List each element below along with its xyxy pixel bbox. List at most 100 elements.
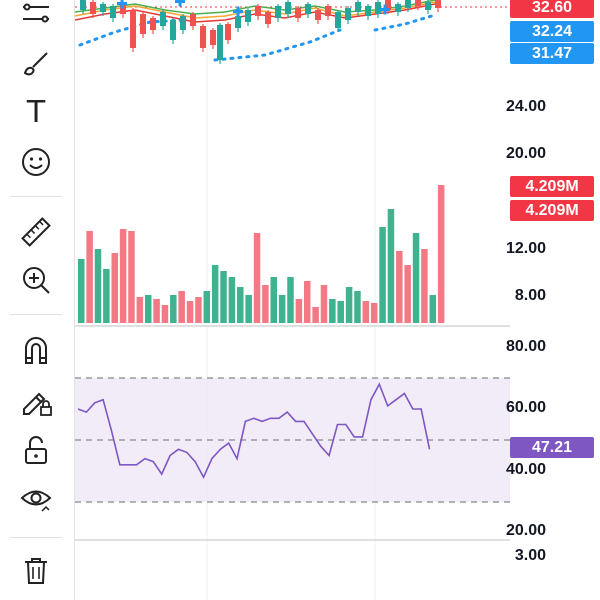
candle-body <box>217 25 223 60</box>
zoom-tool[interactable] <box>12 260 60 300</box>
candle-body <box>120 4 126 14</box>
candle-body <box>415 0 421 6</box>
last-price-badge: 32.60 <box>510 0 594 18</box>
candle-body <box>345 8 351 20</box>
rsi-tick: 20.00 <box>505 522 546 539</box>
brush-icon <box>23 52 48 76</box>
crosshair-marker <box>236 6 240 17</box>
trend-lines-tool[interactable] <box>12 0 60 34</box>
volume-bar <box>195 297 202 323</box>
volume-bar <box>370 303 378 323</box>
volume-bar <box>111 253 118 323</box>
price-tick: 12.00 <box>505 240 546 257</box>
candle-body <box>160 12 166 26</box>
candle-body <box>235 16 241 28</box>
measure-tool[interactable] <box>12 212 60 252</box>
lock-drawings-tool[interactable] <box>12 380 60 420</box>
volume-bar <box>237 287 244 323</box>
volume-bar <box>303 281 311 323</box>
volume-bar <box>345 287 353 323</box>
hide-tool[interactable] <box>12 478 60 518</box>
volume-bar <box>329 299 336 323</box>
trash-icon <box>25 558 47 584</box>
volume-bar <box>362 301 370 323</box>
toolbar-divider <box>10 314 62 315</box>
candle-body <box>200 26 206 48</box>
volume-bar <box>354 291 361 323</box>
candle-body <box>275 6 281 18</box>
volume-bar <box>170 295 177 323</box>
crosshair-marker <box>120 0 124 9</box>
toolbar-divider <box>10 537 62 538</box>
volume-bar <box>220 271 227 323</box>
volume-badge: 4.209M <box>510 200 594 221</box>
chart-area[interactable] <box>75 0 510 600</box>
volume-bar <box>387 209 395 323</box>
unlock-icon <box>25 436 47 464</box>
magnet-icon <box>25 337 47 364</box>
candle-body <box>80 0 86 10</box>
candle-body <box>305 4 311 14</box>
price-axis[interactable]: 24.00 20.00 12.00 8.00 80.00 60.00 40.00… <box>506 0 600 600</box>
volume-bar <box>153 299 160 323</box>
rsi-pane <box>75 377 510 503</box>
candle-body <box>130 10 136 48</box>
ruler-icon <box>21 217 51 247</box>
volume-bar <box>186 301 194 323</box>
candle-body <box>90 2 96 14</box>
candle-body <box>395 4 401 12</box>
toolbar-divider <box>10 196 62 197</box>
delete-tool[interactable] <box>12 550 60 590</box>
volume-bar <box>396 251 403 323</box>
candle-body <box>365 6 371 16</box>
bollinger-lower-band <box>213 28 342 62</box>
volume-bar <box>211 265 219 323</box>
candle-body <box>265 12 271 24</box>
volume-bar <box>103 269 110 323</box>
candle-body <box>325 6 331 16</box>
rsi-tick: 80.00 <box>505 338 546 355</box>
price-tick: 20.00 <box>505 145 546 162</box>
text-tool[interactable]: T <box>12 92 60 132</box>
volume-bar <box>128 231 135 323</box>
candle-body <box>100 4 106 12</box>
candle-body <box>245 10 251 22</box>
trend-lines-icon <box>23 3 49 23</box>
volume-bar <box>312 307 319 323</box>
candle-body <box>180 16 186 30</box>
emoji-tool[interactable] <box>12 142 60 182</box>
candle-body <box>225 24 231 40</box>
volume-bar <box>404 265 411 323</box>
candle-body <box>355 2 361 12</box>
volume-bar <box>94 249 102 323</box>
candle-body <box>170 20 176 40</box>
volume-bar <box>144 295 152 323</box>
candle-body <box>405 0 411 8</box>
volume-bar <box>270 277 278 323</box>
rsi-value-badge: 47.21 <box>510 437 594 458</box>
volume-bar <box>287 277 294 323</box>
candle-body <box>385 0 391 10</box>
volume-bar <box>320 285 328 323</box>
moving-average-badge: 31.47 <box>510 43 594 64</box>
lock-all-tool[interactable] <box>12 430 60 470</box>
zoom-in-icon <box>23 267 50 294</box>
magnet-tool[interactable] <box>12 330 60 370</box>
candle-body <box>375 2 381 14</box>
volume-bar <box>437 185 445 323</box>
brush-tool[interactable] <box>12 44 60 84</box>
candle-body <box>335 12 341 28</box>
candle-body <box>110 6 116 18</box>
volume-bar <box>203 291 211 323</box>
volume-bar <box>337 301 344 323</box>
volume-bar <box>78 259 85 323</box>
pencil-lock-icon <box>23 392 52 416</box>
price-pane <box>75 0 510 64</box>
volume-bar <box>421 249 428 323</box>
volume-bar <box>136 297 144 323</box>
candle-body <box>425 2 431 10</box>
volume-bar <box>262 285 269 323</box>
candle-body <box>255 6 261 16</box>
price-tick: 24.00 <box>505 98 546 115</box>
eye-icon <box>20 490 52 512</box>
